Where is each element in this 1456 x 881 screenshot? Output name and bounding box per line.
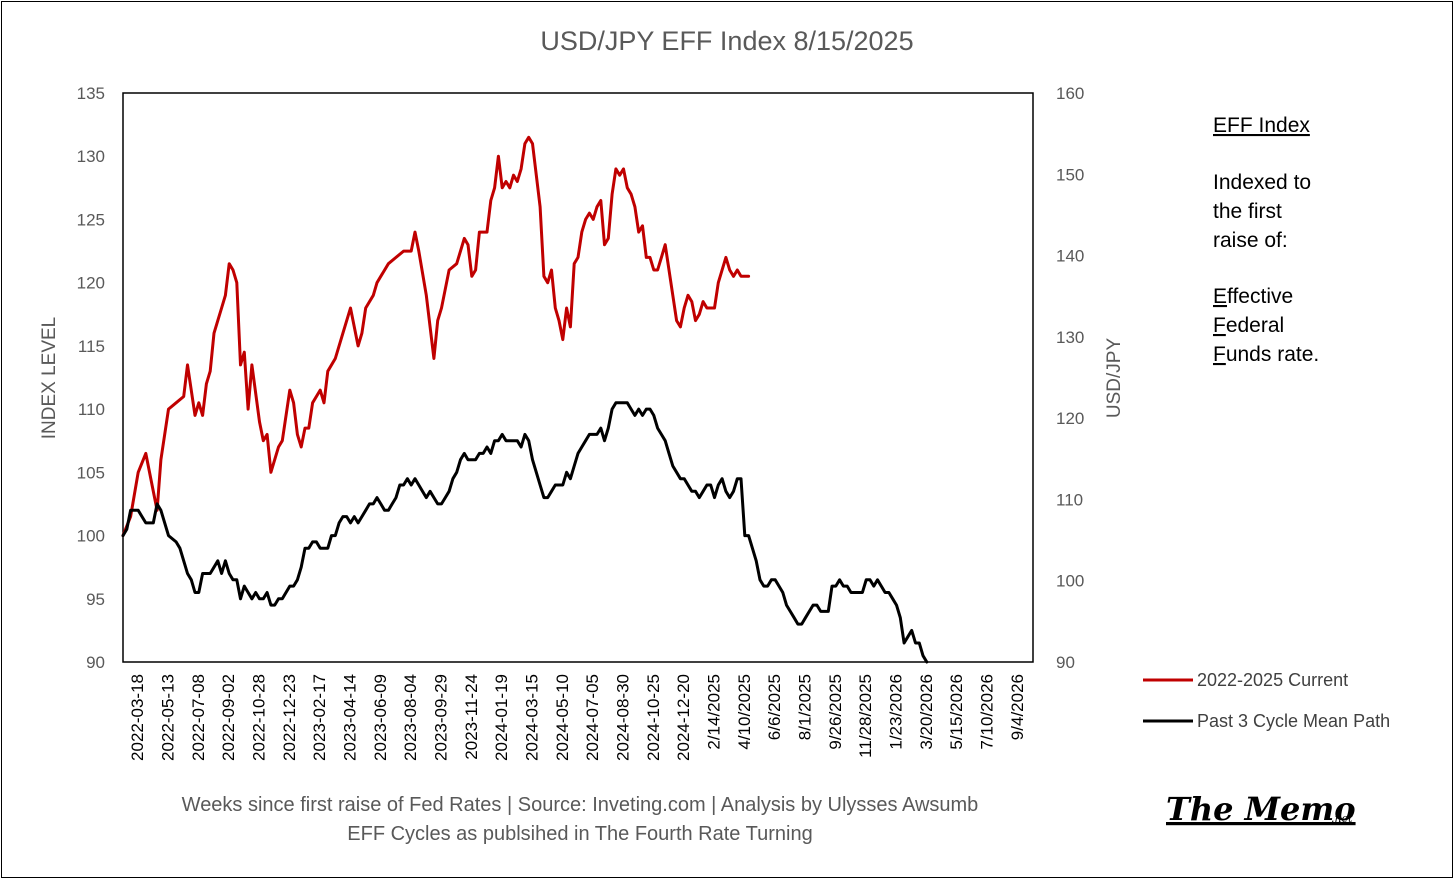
y-left-tick-label: 120 (77, 274, 105, 293)
annotation-federal-initial: F (1213, 314, 1226, 337)
y-axis-left-title: INDEX LEVEL (39, 317, 60, 440)
y-right-tick-label: 110 (1056, 490, 1083, 509)
series-line-mean-path (121, 401, 929, 664)
plot-area (122, 92, 1034, 663)
y-axis-right-title: USD/JPY (1104, 338, 1125, 419)
y-left-tick-label: 125 (77, 210, 105, 229)
x-tick-label: 2022-10-28 (250, 674, 269, 761)
legend: 2022-2025 Current Past 3 Cycle Mean Path (1143, 670, 1390, 731)
x-tick-label: 2023-02-17 (310, 674, 329, 761)
annotation-funds: Funds rate. (1213, 343, 1319, 366)
annotation-funds-rest: unds rate. (1226, 343, 1319, 366)
y-left-tick-label: 130 (77, 147, 105, 166)
annotation-funds-initial: F (1213, 343, 1226, 366)
y-left-tick-label: 105 (77, 463, 105, 482)
y-right-tick-label: 160 (1056, 84, 1084, 103)
series-layer (121, 135, 929, 664)
x-axis-title: Weeks since first raise of Fed Rates | S… (182, 794, 979, 816)
x-tick-label: 2/14/2025 (705, 674, 724, 750)
y-left-tick-label: 95 (86, 590, 105, 609)
x-tick-label: 2022-03-18 (128, 674, 147, 761)
y-right-tick-label: 140 (1056, 247, 1084, 266)
annotation-federal: Federal (1213, 314, 1284, 337)
x-tick-label: 2024-03-15 (523, 674, 542, 761)
y-right-tick-label: 130 (1056, 328, 1084, 347)
y-left-tick-label: 90 (86, 653, 105, 672)
annotation-effective: Effective (1213, 285, 1293, 308)
y-left-tick-label: 115 (78, 337, 105, 356)
brand-suffix: .net (1331, 812, 1353, 825)
x-tick-label: 1/23/2026 (887, 674, 906, 750)
x-tick-label: 2022-05-13 (159, 674, 178, 761)
annotation-line-2: the first (1213, 200, 1282, 223)
y-right-tick-label: 90 (1056, 653, 1075, 672)
x-tick-label: 2023-11-24 (462, 674, 481, 760)
annotation-heading: EFF Index (1213, 114, 1310, 137)
x-tick-label: 2023-04-14 (341, 674, 360, 761)
y-right-tick-label: 150 (1056, 165, 1084, 184)
x-tick-label: 11/28/2025 (856, 674, 875, 758)
x-tick-label: 2024-01-19 (492, 674, 511, 761)
x-tick-label: 8/1/2025 (796, 674, 815, 740)
y-left-tick-label: 100 (77, 527, 105, 546)
x-tick-label: 7/10/2026 (978, 674, 997, 750)
x-tick-label: 2024-10-25 (644, 674, 663, 761)
x-axis-ticks: 2022-03-18 2022-05-13 2022-07-08 2022-09-02… (128, 674, 1027, 761)
annotation-line-1: Indexed to (1213, 171, 1311, 194)
x-tick-label: 2023-08-04 (401, 674, 420, 761)
x-tick-label: 2024-07-05 (583, 674, 602, 761)
brand-name: The Memo (1166, 790, 1356, 828)
x-tick-label: 9/4/2026 (1008, 674, 1027, 740)
y-axis-right-ticks: 160 150 140 130 120 110 100 90 (1056, 84, 1084, 672)
x-tick-label: 2023-06-09 (371, 674, 390, 761)
annotation-federal-rest: ederal (1226, 314, 1284, 337)
y-right-tick-label: 120 (1056, 409, 1084, 428)
y-axis-left-ticks: 135 130 125 120 115 110 105 100 95 90 (77, 84, 105, 672)
x-tick-label: 2022-12-23 (280, 674, 299, 761)
eff-annotation: EFF Index Indexed to the first raise of:… (1213, 114, 1319, 366)
legend-label-mean: Past 3 Cycle Mean Path (1197, 711, 1390, 731)
the-memo-logo: The Memo .net (1166, 790, 1356, 828)
x-tick-label: 4/10/2025 (735, 674, 754, 750)
series-line-current (121, 135, 751, 538)
y-left-tick-label: 110 (78, 400, 105, 419)
x-tick-label: 2023-09-29 (432, 674, 451, 761)
y-right-tick-label: 100 (1056, 572, 1084, 591)
x-tick-label: 2022-09-02 (219, 674, 238, 761)
x-tick-label: 9/26/2025 (826, 674, 845, 750)
y-left-tick-label: 135 (77, 84, 105, 103)
annotation-effective-initial: E (1213, 285, 1227, 308)
annotation-effective-rest: ffective (1227, 285, 1293, 308)
annotation-line-3: raise of: (1213, 229, 1288, 252)
legend-label-current: 2022-2025 Current (1197, 670, 1348, 690)
x-tick-label: 3/20/2026 (917, 674, 936, 750)
x-tick-label: 2022-07-08 (189, 674, 208, 761)
x-tick-label: 6/6/2025 (765, 674, 784, 740)
x-tick-label: 2024-08-30 (614, 674, 633, 761)
x-axis-subtitle: EFF Cycles as publsihed in The Fourth Ra… (347, 823, 812, 845)
chart-title: USD/JPY EFF Index 8/15/2025 (540, 26, 913, 56)
x-tick-label: 2024-12-20 (674, 674, 693, 761)
x-tick-label: 5/15/2026 (947, 674, 966, 750)
x-tick-label: 2024-05-10 (553, 674, 572, 761)
